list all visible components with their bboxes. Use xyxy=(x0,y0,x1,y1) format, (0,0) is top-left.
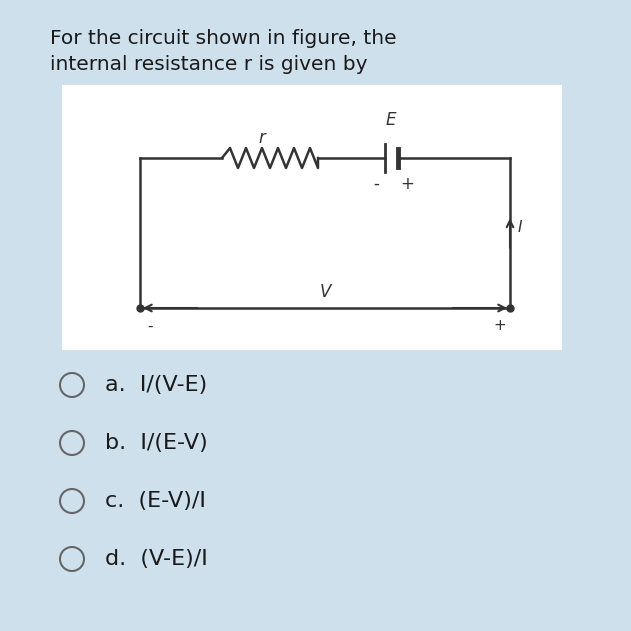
Text: V: V xyxy=(319,283,331,301)
Text: -: - xyxy=(373,175,379,193)
Circle shape xyxy=(60,489,84,513)
Text: c.  (E-V)/I: c. (E-V)/I xyxy=(105,491,206,511)
Text: b.  I/(E-V): b. I/(E-V) xyxy=(105,433,208,453)
Text: d.  (V-E)/I: d. (V-E)/I xyxy=(105,549,208,569)
Circle shape xyxy=(60,431,84,455)
Text: internal resistance r is given by: internal resistance r is given by xyxy=(50,56,367,74)
Circle shape xyxy=(60,547,84,571)
Text: r: r xyxy=(259,129,266,147)
Text: For the circuit shown in figure, the: For the circuit shown in figure, the xyxy=(50,28,397,47)
Text: E: E xyxy=(386,111,396,129)
Text: I: I xyxy=(518,220,522,235)
Text: a.  I/(V-E): a. I/(V-E) xyxy=(105,375,207,395)
Text: +: + xyxy=(400,175,414,193)
Bar xyxy=(62,85,562,350)
Text: +: + xyxy=(493,319,506,334)
Text: -: - xyxy=(147,319,153,334)
Circle shape xyxy=(60,373,84,397)
